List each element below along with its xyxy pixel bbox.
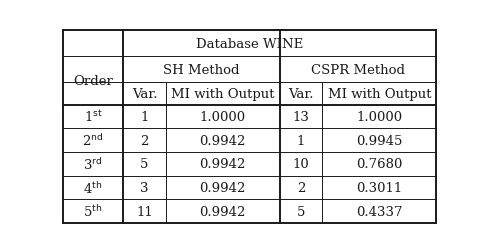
- Text: 5: 5: [297, 205, 305, 218]
- Text: 0.9942: 0.9942: [200, 205, 246, 218]
- Text: 13: 13: [293, 111, 309, 123]
- Text: 0.4337: 0.4337: [356, 205, 403, 218]
- Text: 1.0000: 1.0000: [200, 111, 246, 123]
- Text: 5: 5: [140, 158, 149, 171]
- Text: 2$^{\mathrm{nd}}$: 2$^{\mathrm{nd}}$: [82, 133, 104, 148]
- Text: 11: 11: [136, 205, 153, 218]
- Text: 2: 2: [140, 134, 149, 147]
- Text: 1: 1: [297, 134, 305, 147]
- Text: 0.9942: 0.9942: [200, 181, 246, 194]
- Text: 0.3011: 0.3011: [356, 181, 402, 194]
- Text: 1.0000: 1.0000: [356, 111, 402, 123]
- Text: 2: 2: [297, 181, 305, 194]
- Text: 0.9942: 0.9942: [200, 158, 246, 171]
- Text: 1$^{\mathrm{st}}$: 1$^{\mathrm{st}}$: [84, 109, 102, 125]
- Text: SH Method: SH Method: [163, 64, 240, 77]
- Text: 4$^{\mathrm{th}}$: 4$^{\mathrm{th}}$: [83, 180, 103, 196]
- Text: MI with Output: MI with Output: [171, 88, 275, 101]
- Text: 0.7680: 0.7680: [356, 158, 403, 171]
- Text: Order: Order: [73, 75, 113, 88]
- Text: 3$^{\mathrm{rd}}$: 3$^{\mathrm{rd}}$: [83, 156, 103, 172]
- Text: CSPR Method: CSPR Method: [311, 64, 405, 77]
- Text: 1: 1: [140, 111, 149, 123]
- Text: 3: 3: [140, 181, 149, 194]
- Text: 5$^{\mathrm{th}}$: 5$^{\mathrm{th}}$: [83, 204, 103, 219]
- Text: Database WINE: Database WINE: [196, 38, 303, 51]
- Text: 10: 10: [293, 158, 309, 171]
- Text: Var.: Var.: [288, 88, 314, 101]
- Text: 0.9942: 0.9942: [200, 134, 246, 147]
- Text: MI with Output: MI with Output: [328, 88, 431, 101]
- Text: Var.: Var.: [131, 88, 157, 101]
- Text: 0.9945: 0.9945: [356, 134, 403, 147]
